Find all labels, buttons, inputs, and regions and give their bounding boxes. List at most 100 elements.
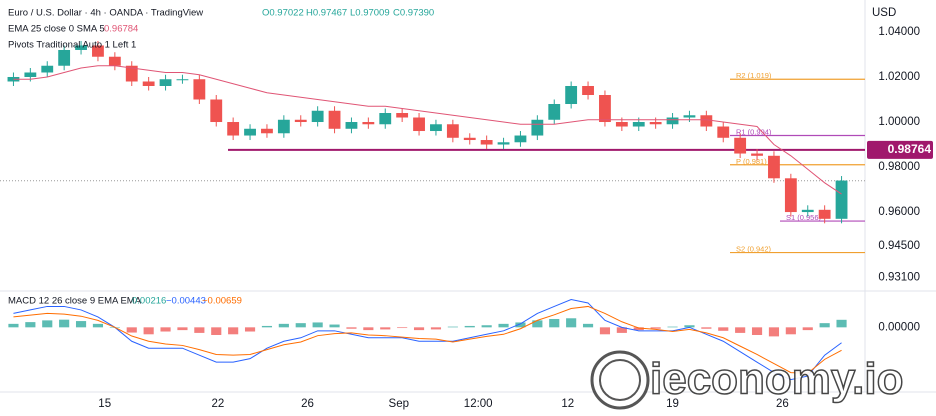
histogram-bar	[380, 327, 391, 330]
histogram-bar	[718, 327, 729, 331]
histogram-bar	[751, 327, 763, 335]
histogram-bar	[211, 327, 222, 335]
histogram-bar	[75, 321, 87, 328]
pivot-label: S1 (0.956)	[786, 213, 822, 222]
histogram-bar	[735, 327, 746, 333]
candle-body	[108, 56, 121, 66]
candle-body	[379, 113, 392, 125]
candle-body	[142, 81, 155, 86]
macd-hist-value: 0.00216	[132, 296, 166, 307]
histogram-bar	[177, 327, 188, 331]
watermark-icon-ring	[599, 359, 641, 401]
histogram-bar	[160, 327, 171, 332]
histogram-bar	[413, 327, 425, 331]
histogram-bar	[515, 322, 526, 328]
candle-body	[362, 122, 375, 125]
histogram-bar	[59, 319, 70, 328]
x-tick-label: Sep	[389, 398, 409, 410]
currency[interactable]: USD	[872, 7, 896, 19]
ema-line	[13, 65, 842, 195]
y-tick-label: 0.94500	[878, 240, 920, 252]
histogram-bar	[549, 318, 560, 328]
y-tick-label: 0.93100	[878, 271, 920, 283]
histogram-bar	[498, 323, 509, 328]
candle-body	[497, 142, 510, 145]
x-tick-label: 12	[561, 398, 574, 410]
x-tick-label: 15	[98, 398, 111, 410]
candle-body	[835, 180, 848, 219]
candle-body	[615, 122, 628, 127]
candle-body	[768, 155, 780, 179]
pivot-label: R2 (1.019)	[736, 71, 772, 80]
histogram-bar	[244, 327, 256, 332]
histogram-bar	[126, 327, 137, 333]
candle-body	[58, 49, 71, 66]
candle-body	[430, 124, 442, 132]
histogram-bar	[667, 326, 678, 328]
histogram-bar	[397, 327, 408, 329]
level-tag	[867, 140, 933, 159]
candle-body	[159, 79, 172, 86]
histogram-bar	[228, 327, 239, 335]
candle-body	[548, 104, 561, 120]
ohlc-close: C0.97390	[393, 8, 434, 19]
pivot-label: P (0.981)	[736, 157, 767, 166]
macd-title: MACD 12 26 close 9 EMA EMA	[8, 296, 142, 307]
level-tag-label: 0.98764	[888, 142, 932, 156]
pivots-legend: Pivots Traditional Auto 1 Left 1	[8, 40, 136, 51]
histogram-bar	[599, 327, 611, 335]
histogram-bar	[42, 320, 53, 328]
ema-value: 0.96784	[104, 24, 138, 35]
macd-line	[13, 298, 842, 381]
histogram-bar	[684, 325, 695, 328]
y-tick-label: 1.02000	[878, 71, 920, 83]
macd-value: −0.00443	[166, 296, 206, 307]
candle-body	[751, 153, 763, 156]
histogram-bar	[8, 323, 19, 328]
candle-body	[345, 122, 358, 129]
histogram-bar	[633, 327, 644, 331]
watermark: ieconomy.io	[590, 350, 904, 410]
candle-body	[277, 119, 290, 134]
candle-body	[41, 65, 54, 73]
histogram-bar	[566, 318, 577, 328]
histogram-bar	[481, 325, 492, 328]
candle-body	[734, 137, 747, 154]
candle-body	[75, 45, 87, 50]
histogram-bar	[464, 325, 475, 328]
ohlc-high: H0.97467	[306, 8, 347, 19]
candle-body	[244, 128, 256, 136]
y-tick-label: 0.00000	[878, 321, 920, 333]
candle-body	[125, 65, 138, 82]
histogram-bar	[295, 323, 306, 328]
candle-body	[632, 122, 645, 127]
histogram-bar	[447, 326, 458, 328]
candle-body	[599, 95, 611, 123]
histogram-bar	[363, 327, 374, 331]
candle-body	[463, 137, 476, 141]
candle-body	[683, 115, 696, 118]
candle-body	[649, 122, 662, 125]
histogram-bar	[819, 323, 830, 328]
histogram-bar	[92, 323, 104, 328]
candle-body	[328, 110, 341, 129]
ohlc-open: O0.97022	[262, 8, 304, 19]
candle-body	[784, 178, 797, 213]
watermark-text: ieconomy.io	[650, 355, 903, 404]
x-tick-label: 19	[666, 398, 679, 410]
pivot-label: S2 (0.942)	[736, 245, 772, 254]
candle-body	[261, 128, 273, 134]
x-tick-label: 12:00	[464, 398, 493, 410]
macd-line	[13, 305, 842, 374]
y-tick-label: 0.98000	[878, 161, 920, 173]
histogram-bar	[650, 327, 661, 329]
candle-body	[700, 115, 713, 127]
x-tick-label: 22	[212, 398, 225, 410]
candle-body	[666, 117, 679, 125]
histogram-bar	[346, 327, 357, 329]
histogram-bar	[616, 327, 627, 333]
histogram-bar	[25, 322, 36, 328]
histogram-bar	[785, 327, 796, 335]
y-tick-label: 0.96000	[878, 206, 920, 218]
